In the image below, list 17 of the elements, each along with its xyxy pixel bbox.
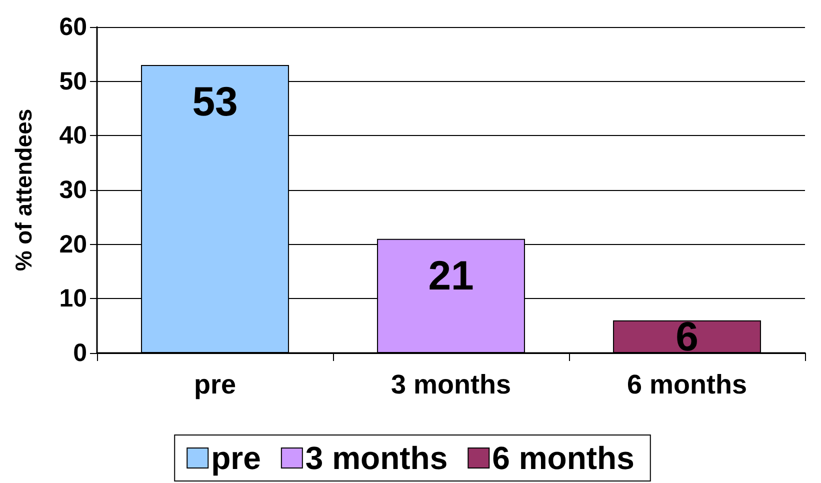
data-label: 53 (192, 78, 238, 125)
y-tick-label: 10 (59, 284, 87, 313)
y-axis-title: % of attendees (10, 108, 36, 272)
y-tick-label: 20 (59, 230, 87, 258)
data-label: 21 (428, 252, 474, 298)
y-tick-label: 50 (59, 67, 87, 96)
x-tick-label: 3 months (390, 370, 512, 400)
y-tick-label: 30 (59, 176, 87, 204)
legend-label: 6 months (492, 440, 634, 476)
legend-label: 3 months (305, 440, 448, 476)
data-label: 6 (676, 314, 698, 360)
x-tick-label: 6 months (626, 370, 748, 400)
legend-label: pre (211, 440, 261, 476)
y-tick-label: 40 (59, 122, 87, 150)
y-tick-label: 0 (73, 339, 87, 367)
y-tick-label: 60 (59, 13, 87, 41)
x-tick-label: pre (194, 370, 236, 400)
